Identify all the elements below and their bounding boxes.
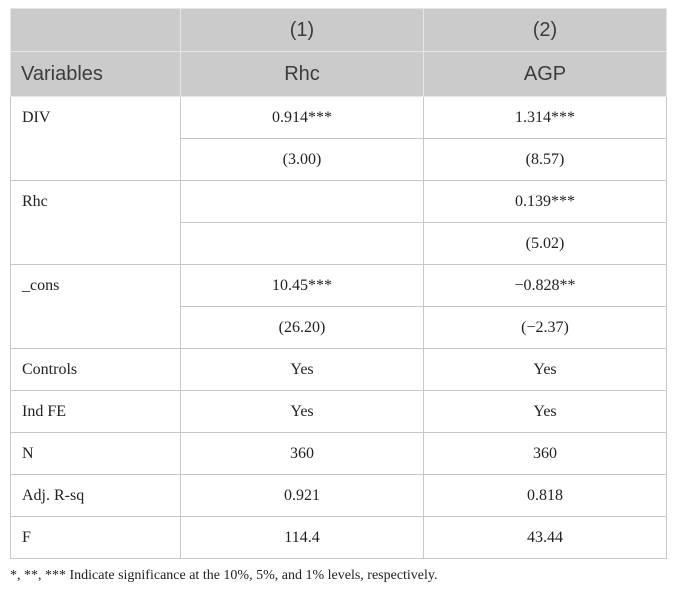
value-cell: 43.44 <box>423 516 667 559</box>
group-label: (2) <box>423 8 667 52</box>
variable-label: Adj. R-sq <box>10 474 181 517</box>
variable-label: Ind FE <box>10 390 181 433</box>
column-label: AGP <box>423 51 667 97</box>
value-cell: 114.4 <box>180 516 424 559</box>
value-cell: 0.139*** <box>423 180 667 223</box>
column-label: Variables <box>10 51 181 97</box>
value-cell: Yes <box>423 390 667 433</box>
table-body: DIV 0.914*** 1.314*** (3.00) (8.57) Rhc 0.139*… <box>10 96 667 559</box>
table-row: Rhc 0.139*** <box>10 180 667 265</box>
header-row: (1) (2) <box>10 8 667 52</box>
variable-label: N <box>10 432 181 475</box>
table-row: Ind FE Yes Yes <box>10 390 667 433</box>
value-cell: Yes <box>423 348 667 391</box>
table-wrap: (1) (2) Variables Rhc AGP DIV 0.914*** 1.3… <box>10 8 667 584</box>
value-cell: 360 <box>423 432 667 475</box>
value-cell: (5.02) <box>423 222 667 265</box>
table-row: _cons 10.45*** −0.828** <box>10 264 667 349</box>
table-row: (3.00) (8.57) <box>11 138 667 181</box>
table-row: Adj. R-sq 0.921 0.818 <box>10 474 667 517</box>
value-cell <box>180 180 424 223</box>
table-row: N 360 360 <box>10 432 667 475</box>
variable-label: Rhc <box>10 180 181 265</box>
column-label: Rhc <box>180 51 424 97</box>
value-cell: (8.57) <box>423 138 667 181</box>
value-cell: 1.314*** <box>423 96 667 139</box>
results-table: (1) (2) Variables Rhc AGP DIV 0.914*** 1.3… <box>10 8 667 559</box>
value-cell: Yes <box>180 348 424 391</box>
group-label: (1) <box>180 8 424 52</box>
variable-label: _cons <box>10 264 181 349</box>
value-cell: 10.45*** <box>180 264 424 307</box>
value-cell: (26.20) <box>180 306 424 349</box>
variable-label: DIV <box>10 96 181 181</box>
value-cell: 0.914*** <box>180 96 424 139</box>
value-cell: −0.828** <box>423 264 667 307</box>
value-cell: 360 <box>180 432 424 475</box>
variable-label: F <box>10 516 181 559</box>
table-row: F 114.4 43.44 <box>10 516 667 559</box>
table-row: DIV 0.914*** 1.314*** <box>10 96 667 181</box>
footnote: *, **, *** Indicate significance at the … <box>10 568 438 583</box>
value-cell <box>180 222 424 265</box>
table-row: (26.20) (−2.37) <box>11 306 667 349</box>
value-cell: (3.00) <box>180 138 424 181</box>
value-cell: Yes <box>180 390 424 433</box>
value-cell: 0.921 <box>180 474 424 517</box>
value-cell: 0.818 <box>423 474 667 517</box>
table-row: Controls Yes Yes <box>10 348 667 391</box>
header-row: Variables Rhc AGP <box>10 51 667 97</box>
value-cell: (−2.37) <box>423 306 667 349</box>
header-cell <box>10 8 181 52</box>
variable-label: Controls <box>10 348 181 391</box>
